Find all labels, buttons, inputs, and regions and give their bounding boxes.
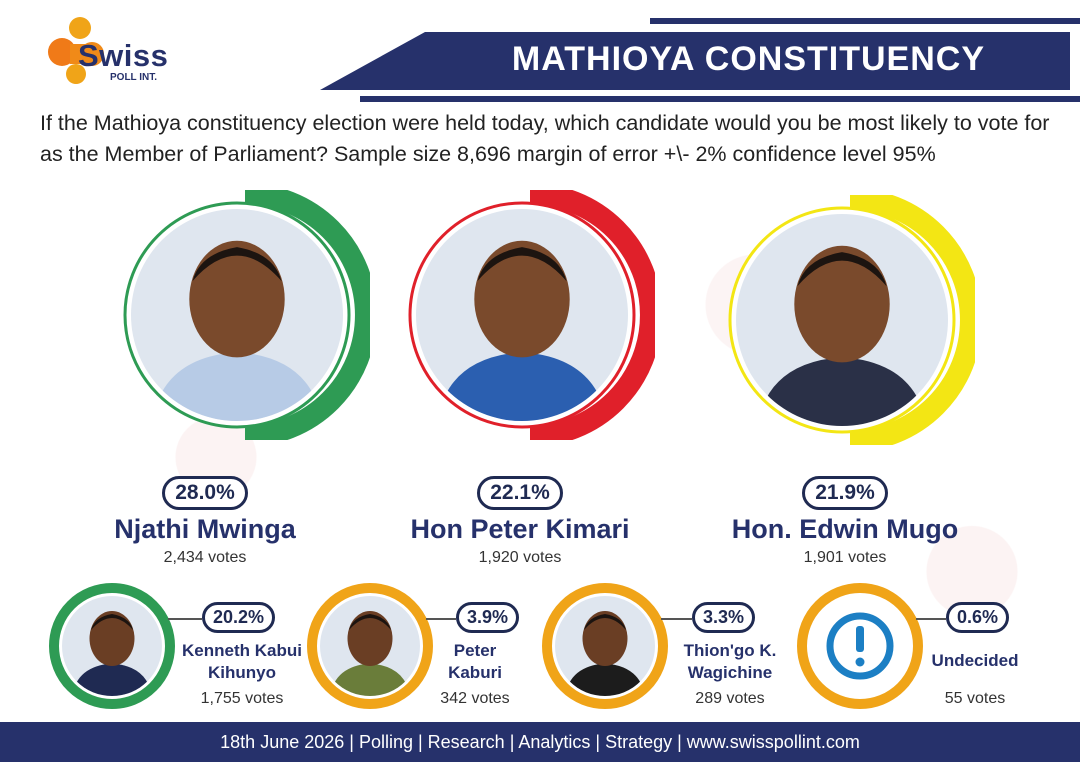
vote-count: 1,755 votes [200,690,284,707]
candidate-name: Kenneth Kabui Kihunyo [182,641,302,682]
vote-count: 342 votes [440,690,510,707]
page-title: MATHIOYA CONSTITUENCY [511,40,985,78]
connector-line [168,618,202,620]
brand-name: Swiss [78,38,169,73]
vote-count: 2,434 votes [163,549,247,566]
poll-question: If the Mathioya constituency election we… [40,111,1050,166]
main-candidate-label: 28.0% Njathi Mwinga 2,434 votes [65,476,345,567]
candidate-portrait-icon [416,209,628,421]
candidate-name: Hon Peter Kimari [410,514,630,544]
candidate-portrait-icon [736,214,948,426]
vote-percentage: 28.0% [162,476,248,510]
main-candidate-photo [725,195,975,445]
main-candidate-photo [405,190,655,440]
candidate-name: Njathi Mwinga [114,514,296,544]
banner-line-top [650,18,1080,24]
swiss-logo-icon [48,17,104,84]
vote-count: 1,901 votes [803,549,887,566]
vote-count: 55 votes [944,690,1006,707]
banner-line-bottom [360,96,1080,102]
vote-percentage: 3.3% [692,602,756,633]
candidate-name: Thion'go K. Wagichine [683,641,777,682]
vote-count: 289 votes [695,690,765,707]
candidate-portrait-icon [131,209,343,421]
brand-sub: POLL INT. [110,72,158,83]
connector-line [916,618,946,620]
candidate-portrait-icon [320,596,420,696]
vote-percentage: 3.9% [456,602,520,633]
title-banner [320,32,1070,90]
vote-percentage: 21.9% [802,476,888,510]
footer-bar: 18th June 2026 | Polling | Research | An… [0,722,1080,762]
main-candidate-photo [120,190,370,440]
candidate-name: Peter Kaburi [448,641,502,682]
vote-percentage: 20.2% [202,602,276,633]
connector-line [426,618,456,620]
connector-line [661,618,692,620]
exclamation-icon [810,596,910,696]
main-candidate-label: 22.1% Hon Peter Kimari 1,920 votes [380,476,660,567]
undecided-symbol [810,596,910,696]
candidate-name: Undecided [931,651,1019,670]
vote-percentage: 0.6% [946,602,1010,633]
candidate-name: Hon. Edwin Mugo [731,514,959,544]
main-candidate-label: 21.9% Hon. Edwin Mugo 1,901 votes [705,476,985,567]
vote-percentage: 22.1% [477,476,563,510]
vote-count: 1,920 votes [478,549,562,566]
candidate-portrait-icon [62,596,162,696]
candidate-portrait-icon [555,596,655,696]
